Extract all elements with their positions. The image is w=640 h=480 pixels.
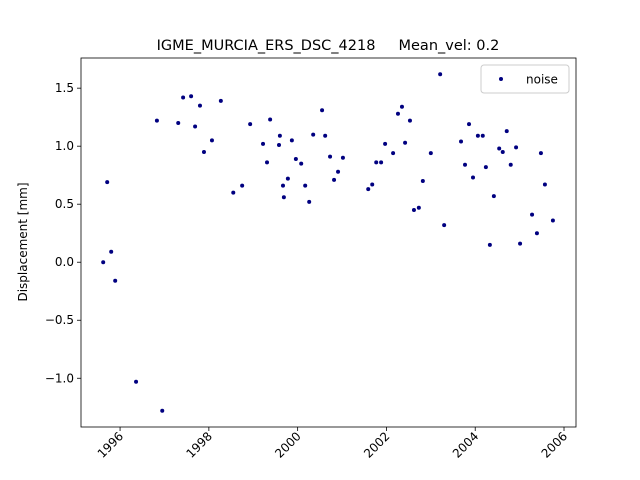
point (428, 151, 433, 156)
point (399, 104, 404, 109)
point (508, 162, 513, 167)
point (268, 117, 273, 122)
point (442, 223, 447, 228)
point (420, 179, 425, 183)
plot-frame (80, 57, 577, 428)
point (193, 124, 198, 129)
point (491, 194, 496, 199)
point (500, 149, 505, 154)
point (504, 129, 509, 134)
y-tick-label: −0.5 (45, 313, 74, 327)
point (281, 195, 286, 200)
point (176, 120, 181, 125)
point (328, 154, 333, 159)
point (197, 103, 202, 108)
point (518, 241, 523, 246)
point (261, 141, 266, 146)
point (189, 94, 194, 99)
point (303, 183, 308, 188)
point (538, 151, 543, 156)
point (218, 98, 223, 103)
point (542, 182, 547, 187)
point (293, 156, 298, 161)
legend-box (480, 64, 570, 94)
point (332, 177, 337, 182)
point (311, 132, 316, 137)
point (134, 379, 139, 384)
point (467, 122, 472, 127)
point (340, 155, 345, 160)
point (209, 138, 214, 143)
point (416, 205, 421, 210)
point (395, 111, 400, 116)
point (411, 208, 416, 213)
point (497, 146, 502, 151)
point (160, 408, 165, 413)
point (403, 140, 408, 145)
point (231, 190, 236, 195)
y-tick-label: 0.0 (55, 255, 74, 269)
point (374, 160, 379, 165)
y-tick-label: 1.0 (55, 139, 74, 153)
point (181, 95, 186, 100)
point (320, 108, 325, 113)
point (534, 231, 539, 236)
legend-label: noise (526, 73, 558, 87)
point (307, 199, 312, 204)
point (438, 72, 443, 77)
point (299, 161, 304, 166)
point (285, 176, 290, 181)
point (459, 139, 464, 144)
point (391, 151, 396, 156)
point (113, 278, 118, 283)
point (463, 162, 468, 167)
point (105, 180, 110, 185)
point (550, 218, 555, 223)
y-tick-label: −1.0 (45, 371, 74, 385)
point (475, 133, 480, 138)
point (483, 165, 488, 170)
y-tick-label: 1.5 (55, 81, 74, 95)
point (366, 187, 371, 192)
y-axis-label: Displacement [mm] (16, 182, 30, 301)
chart-title: IGME_MURCIA_ERS_DSC_4218 Mean_vel: 0.2 (157, 38, 500, 54)
point (530, 212, 535, 217)
point (109, 249, 114, 254)
point (370, 182, 375, 187)
point (471, 175, 476, 180)
point (240, 183, 245, 188)
point (379, 160, 384, 165)
point (154, 118, 159, 123)
point (265, 160, 270, 165)
point (480, 133, 485, 138)
point (514, 145, 519, 150)
point (248, 122, 253, 127)
point (487, 242, 492, 247)
point (280, 183, 285, 188)
legend-marker (499, 77, 503, 81)
point (201, 149, 206, 154)
point (323, 133, 328, 138)
point (383, 141, 388, 146)
point (277, 133, 282, 138)
point (407, 118, 412, 123)
point (277, 143, 281, 148)
y-tick-label: 0.5 (55, 197, 74, 211)
point (336, 169, 341, 174)
point (101, 260, 106, 265)
point (289, 138, 294, 143)
